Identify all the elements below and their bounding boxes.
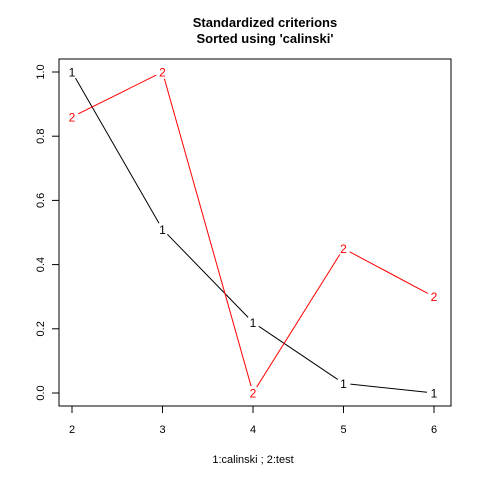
series-2-segment	[256, 254, 341, 388]
y-axis: 0.0 0.2 0.4 0.6 0.8 1.0	[35, 64, 60, 401]
series-1-point: 1	[431, 387, 438, 401]
series-1-point: 1	[340, 377, 347, 391]
series-1-segment	[258, 325, 338, 380]
x-axis: 2 3 4 5 6	[69, 405, 437, 436]
x-tick-label: 2	[69, 424, 75, 436]
y-tick-label: 0.8	[35, 129, 47, 144]
chart-subtitle: Sorted using 'calinski'	[197, 31, 334, 46]
x-tick-label: 5	[340, 424, 346, 436]
x-tick-label: 6	[431, 424, 437, 436]
y-tick-label: 0.2	[35, 321, 47, 336]
x-axis-label: 1:calinski ; 2:test	[212, 454, 293, 466]
series-2-segment	[78, 74, 157, 115]
series-1-point: 1	[159, 223, 166, 237]
plot-frame	[58, 58, 452, 407]
series-1-segment	[75, 77, 160, 224]
chart-title: Standardized criterions	[193, 15, 337, 30]
series-2-point: 2	[250, 387, 257, 401]
x-tick-label: 4	[250, 424, 256, 436]
series-2-point: 2	[340, 242, 347, 256]
series-1-point: 1	[69, 66, 76, 80]
y-tick-label: 0.0	[35, 385, 47, 400]
series-1-point: 1	[250, 316, 257, 330]
series-2-segment	[163, 78, 252, 387]
series-1-segment	[167, 233, 249, 318]
x-tick-label: 3	[159, 424, 165, 436]
series-1-segment	[350, 383, 428, 393]
series-2-segment	[349, 251, 429, 294]
series-layer: 1 1 1 1 1 2 2 2 2 2	[69, 66, 438, 401]
series-2-point: 2	[69, 110, 76, 124]
y-tick-label: 0.4	[35, 257, 47, 272]
series-2-point: 2	[159, 66, 166, 80]
y-tick-label: 1.0	[35, 64, 47, 79]
y-tick-label: 0.6	[35, 193, 47, 208]
series-2-point: 2	[431, 290, 438, 304]
